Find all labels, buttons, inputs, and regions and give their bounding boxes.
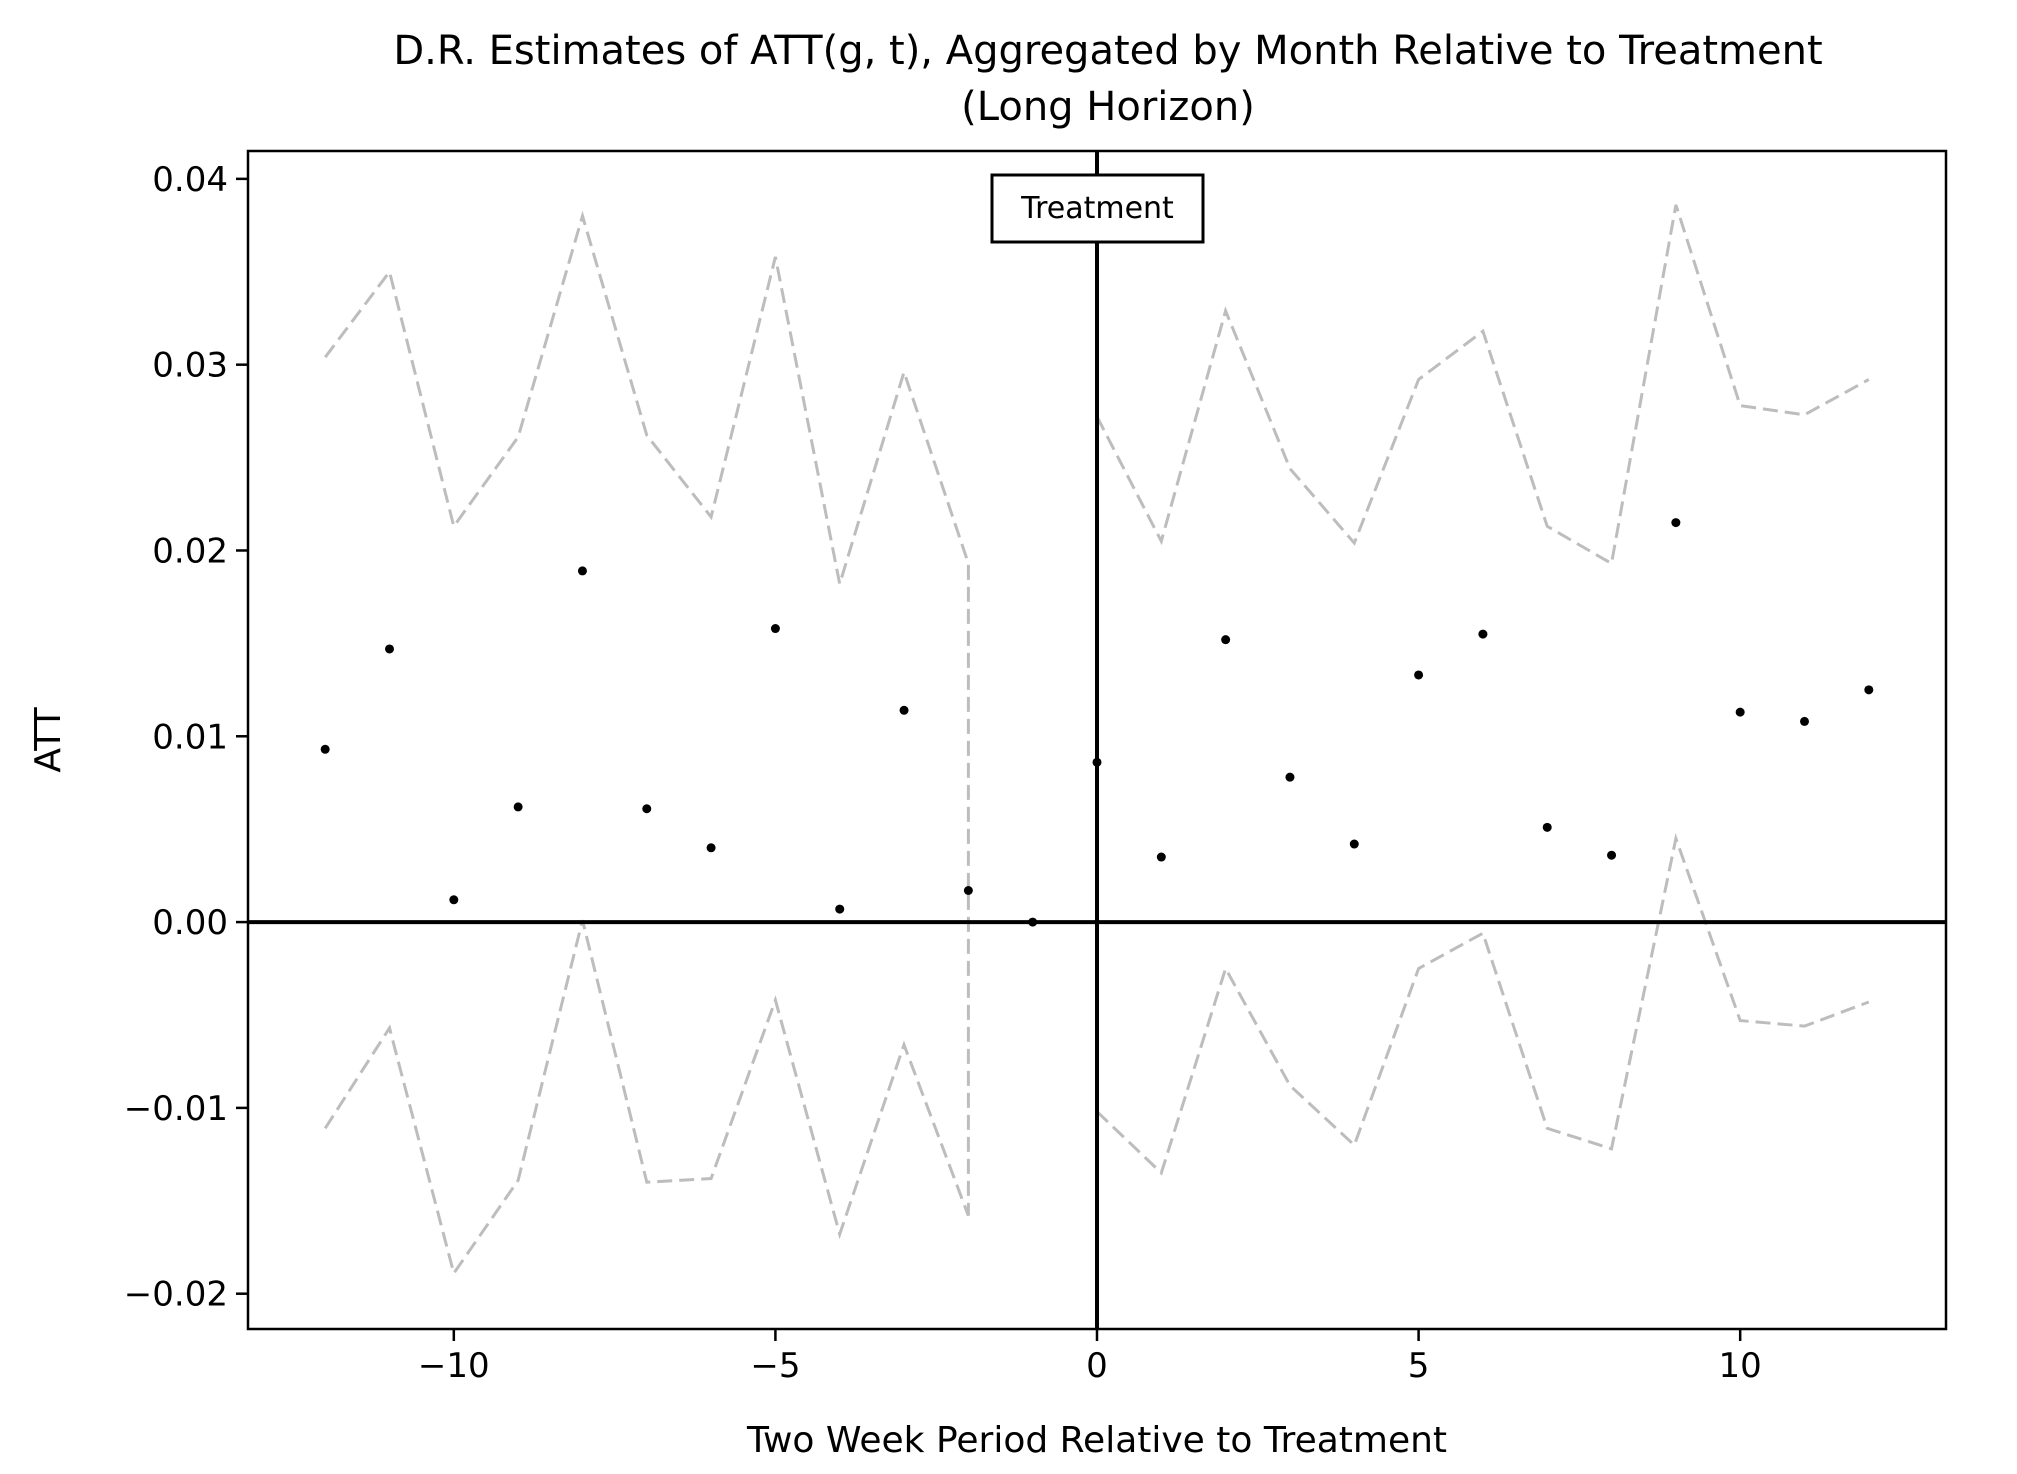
chart-title: D.R. Estimates of ATT(g, t), Aggregated … [393,28,1822,74]
data-point [1028,917,1038,927]
y-axis-label: ATT [28,706,69,772]
upper-ci-line-0 [324,210,970,1216]
y-tick-label: 0.00 [152,903,228,943]
x-axis-ticks: −10 −5 0 5 10 [418,1329,1762,1386]
x-tick-label: 5 [1408,1346,1430,1386]
y-tick-label: 0.01 [152,717,228,757]
y-tick-label: −0.02 [124,1275,228,1315]
y-axis-ticks: −0.02 −0.01 0.00 0.01 0.02 0.03 0.04 [124,160,248,1315]
y-tick-label: 0.04 [152,160,228,200]
data-point [1542,822,1552,832]
data-point [577,566,587,576]
data-point [1607,850,1617,860]
att-points [320,518,1874,927]
y-tick-label: 0.02 [152,531,228,571]
lower-ci-line-0 [323,919,970,1277]
upper-ci-line-1 [1095,204,1870,566]
data-point [1864,685,1874,695]
data-point [449,895,459,905]
data-point [320,744,330,754]
data-point [513,802,523,812]
chart-subtitle: (Long Horizon) [961,84,1255,130]
data-point [1671,518,1681,528]
data-point [1414,670,1424,680]
reference-lines [248,151,1946,1329]
y-tick-label: 0.03 [152,346,228,386]
treatment-annotation: Treatment [990,173,1205,244]
x-tick-label: −5 [750,1346,800,1386]
data-point [1800,716,1809,726]
data-point [899,705,909,715]
plot-frame [246,149,1948,1331]
data-point [1349,839,1359,849]
data-point [835,904,845,914]
treatment-annotation-box [990,173,1205,244]
data-point [1285,772,1295,782]
data-point [706,843,716,853]
lower-ci-line-1 [1095,832,1870,1176]
x-axis-label: Two Week Period Relative to Treatment [746,1420,1447,1461]
x-tick-label: −10 [418,1346,490,1386]
x-tick-label: 0 [1086,1346,1108,1386]
data-point [770,624,780,634]
confidence-interval-lines [323,204,1870,1277]
data-point [642,804,652,814]
x-tick-label: 10 [1719,1346,1762,1386]
treatment-annotation-label: Treatment [1020,191,1174,226]
data-point [1478,629,1488,639]
data-point [1092,757,1102,767]
data-point [1156,852,1166,862]
data-point [963,886,973,896]
data-point [1221,635,1231,645]
data-point [385,644,394,654]
data-point [1735,707,1745,717]
y-tick-label: −0.01 [124,1089,228,1129]
